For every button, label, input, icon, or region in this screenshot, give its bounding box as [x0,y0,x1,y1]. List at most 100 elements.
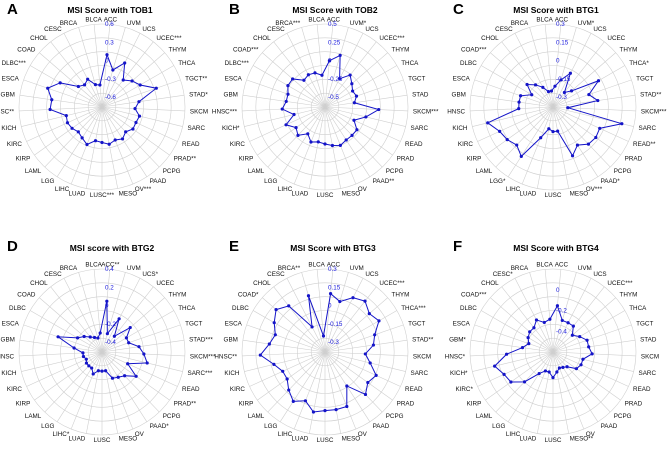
data-point [517,100,521,104]
grid-spoke [474,79,554,108]
data-point [123,61,127,65]
grid-spoke [93,269,103,353]
category-label: UCS* [142,271,158,278]
category-label: BLCA [536,262,553,269]
data-point [570,154,575,158]
data-point [533,83,538,87]
grid-spoke [252,310,326,353]
data-point [142,352,146,356]
data-point [502,372,506,376]
grid-spoke [308,351,326,434]
data-point [555,304,560,308]
data-point [520,346,525,350]
category-label: THYM [169,47,187,54]
category-label: MESO [342,191,361,198]
grid-spoke [23,79,103,108]
category-label: PAAD** [373,178,395,185]
category-label: UCEC*** [379,280,405,287]
grid-spoke [101,351,148,422]
category-label: THCA [178,305,196,312]
grid-spoke [324,286,377,353]
data-point [76,84,80,89]
data-point [310,325,314,329]
grid-spoke [552,310,626,353]
radial-tick-label: 0.25 [328,39,341,46]
grid-spoke [101,351,119,434]
category-label: BRCA** [278,265,301,272]
grid-spoke [39,297,103,353]
grid-spoke [324,351,383,413]
grid-spoke [78,27,103,108]
data-point [327,59,332,63]
grid-spoke [273,286,326,353]
category-label: UCEC*** [379,35,405,42]
category-label: LUSC [545,437,562,444]
data-point [286,83,290,88]
data-point [493,364,497,368]
category-label: UCS [365,271,378,278]
category-label: UCEC [607,35,625,42]
grid-spoke [324,351,342,434]
grid-spoke [101,106,178,142]
category-label: OV [358,186,368,193]
series-line [493,304,593,383]
data-point [557,366,562,370]
data-point [561,365,565,369]
grid-spoke [34,351,103,401]
grid-spoke [26,351,103,387]
data-point [86,77,90,81]
data-point [509,380,513,384]
data-point [134,120,138,125]
grid-spoke [324,278,364,353]
grid-spoke [552,351,629,387]
data-point [568,71,572,75]
category-label: LGG [264,423,277,430]
category-label: LGG [41,423,54,430]
series-line [47,52,158,146]
series-line [259,292,380,413]
data-point [302,78,306,82]
data-point [90,366,94,370]
data-point [367,311,371,316]
category-label: BLCA [85,17,102,24]
category-label: LUSC [317,192,334,199]
data-point [116,375,120,379]
radial-tick-label: -0.3 [105,76,116,83]
data-point [566,321,570,325]
grid-spoke [552,24,562,108]
category-label: PCPG [386,168,404,175]
category-label: SARC [639,370,657,377]
data-point [594,135,598,140]
data-point [574,367,579,371]
data-point [532,326,536,330]
category-label: KIRP [239,400,254,407]
data-point [96,336,100,340]
category-label: ESCA [225,320,243,327]
grid-spoke [101,94,185,108]
grid-spoke [19,94,103,108]
data-point [345,404,349,409]
category-label: PCPG [163,168,181,175]
category-label: KIRP [16,400,31,407]
category-label: READ [405,141,423,148]
data-point [519,154,523,158]
category-label: LUAD [292,191,309,198]
data-point [368,361,372,365]
category-label: BLCA [536,17,553,24]
grid-spoke [101,297,165,353]
data-point [117,317,121,321]
grid-spoke [101,106,170,156]
grid-spoke [552,286,605,353]
grid-spoke [544,269,554,353]
grid-spoke [101,106,185,112]
grid-spoke [324,269,334,353]
data-point [82,334,86,339]
data-point [525,82,529,87]
data-point [65,121,70,125]
grid-spoke [536,351,554,434]
category-label: UCEC*** [156,35,182,42]
data-point [541,85,545,89]
grid-spoke [552,351,611,413]
data-point [126,362,130,366]
category-label: KIRP [239,155,254,162]
